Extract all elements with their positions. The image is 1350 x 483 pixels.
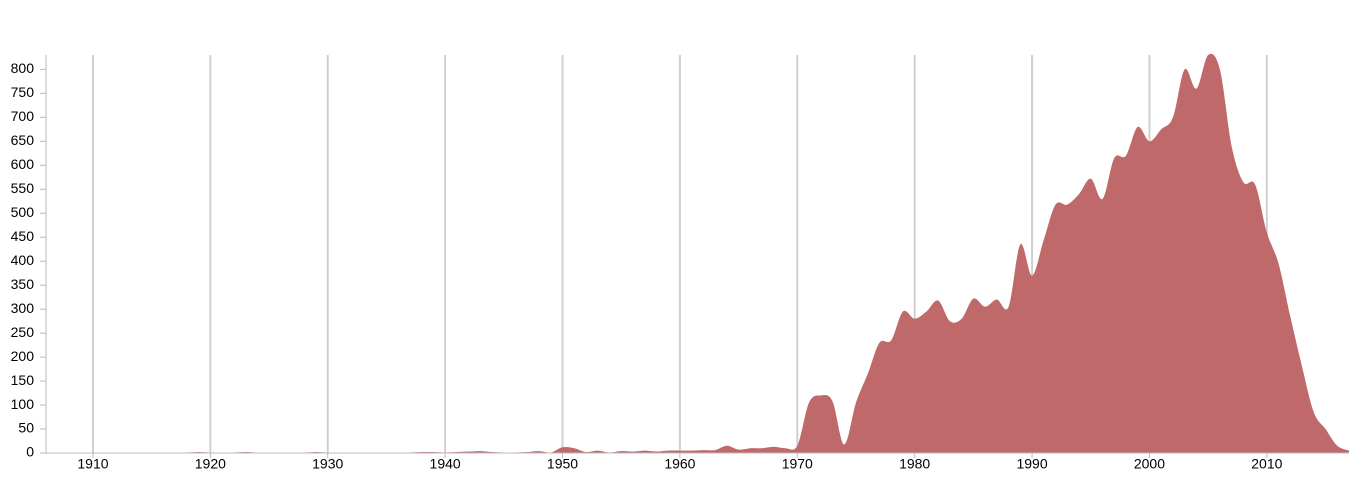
y-tick-label: 600 <box>11 156 35 172</box>
x-tick-label: 1920 <box>195 456 226 472</box>
x-tick-label: 1950 <box>547 456 578 472</box>
area <box>46 53 1349 453</box>
x-tick-label: 2000 <box>1134 456 1165 472</box>
y-tick-label: 50 <box>18 420 34 436</box>
y-tick-label: 700 <box>11 108 35 124</box>
x-tick-label: 1970 <box>782 456 813 472</box>
y-tick-label: 350 <box>11 276 35 292</box>
y-tick-label: 500 <box>11 204 35 220</box>
x-tick-label: 1990 <box>1016 456 1047 472</box>
y-tick-label: 750 <box>11 84 35 100</box>
x-tick-label: 1960 <box>664 456 695 472</box>
y-tick-label: 250 <box>11 324 35 340</box>
x-tick-label: 1940 <box>430 456 461 472</box>
y-tick-label: 100 <box>11 396 35 412</box>
y-tick-label: 550 <box>11 180 35 196</box>
y-tick-label: 450 <box>11 228 35 244</box>
x-tick-label: 1930 <box>312 456 343 472</box>
y-tick-label: 150 <box>11 372 35 388</box>
y-tick-label: 200 <box>11 348 35 364</box>
x-tick-label: 1980 <box>899 456 930 472</box>
y-tick-label: 400 <box>11 252 35 268</box>
y-tick-label: 300 <box>11 300 35 316</box>
x-tick-label: 2010 <box>1251 456 1282 472</box>
y-tick-label: 650 <box>11 132 35 148</box>
x-tick-label: 1910 <box>77 456 108 472</box>
y-tick-label: 0 <box>26 444 34 460</box>
y-tick-label: 800 <box>11 60 35 76</box>
